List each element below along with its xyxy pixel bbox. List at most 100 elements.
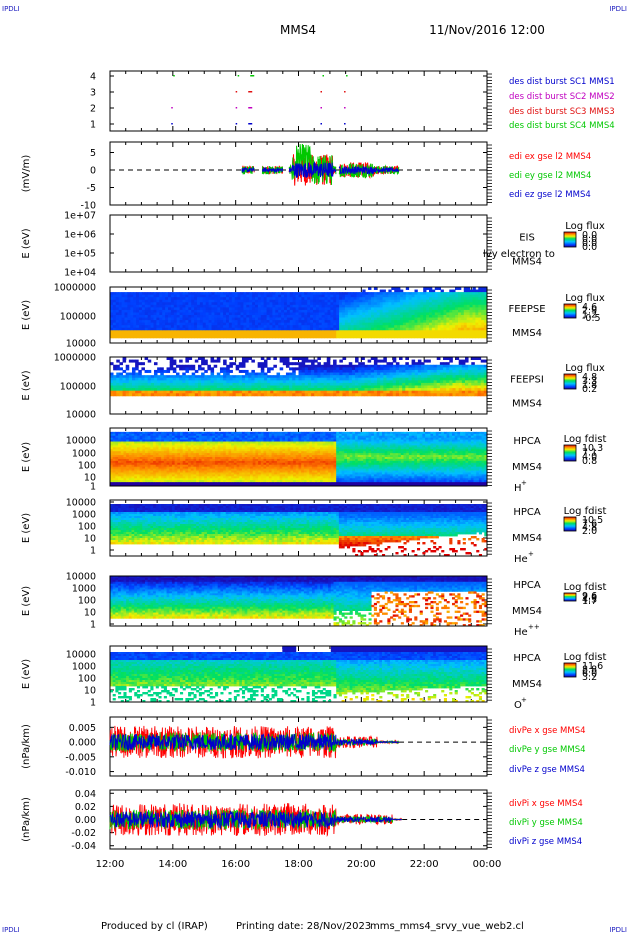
spectrogram-cell [405, 357, 409, 360]
spectrogram-cell [313, 330, 317, 334]
spectrogram-cell [135, 388, 139, 392]
spectrogram-cell [443, 302, 447, 306]
spectrogram-cell [430, 393, 434, 397]
spectrogram-cell [420, 312, 424, 316]
spectrogram-cell [229, 362, 233, 366]
spectrogram-cell [394, 330, 398, 334]
spectrogram-cell [399, 364, 403, 368]
spectrogram-cell [376, 327, 381, 331]
spectrogram-cell [112, 297, 117, 301]
spectrogram-cell [123, 474, 127, 477]
spectrogram-cell [255, 307, 259, 311]
spectrogram-cell [420, 297, 424, 301]
spectrogram-cell [405, 382, 409, 386]
spectrogram-cell [367, 390, 372, 394]
spectrogram-cell [125, 388, 130, 392]
spectrogram-cell [400, 289, 404, 293]
spectrogram-cell [344, 330, 349, 334]
spectrogram-cell [405, 335, 410, 339]
spectrogram-cell [113, 375, 117, 379]
spectrogram-cell [133, 299, 137, 303]
spectrogram-cell [223, 359, 227, 363]
spectrogram-cell [351, 364, 356, 368]
spectrogram-cell [211, 302, 215, 306]
spectrogram-cell [136, 466, 141, 469]
spectrogram-cell [133, 307, 137, 311]
spectrogram-cell [376, 320, 381, 324]
spectrogram-cell [141, 375, 145, 379]
spectrogram-cell [391, 299, 395, 303]
y-tick-label: 3 [90, 88, 96, 99]
spectrogram-cell [120, 460, 124, 464]
spectrogram-cell [182, 385, 186, 389]
spectrogram-cell [153, 330, 157, 334]
burst-mark [320, 123, 322, 125]
spectrogram-cell [481, 320, 485, 324]
spectrogram-cell [367, 393, 372, 397]
spectrogram-cell [150, 377, 155, 381]
spectrogram-cell [480, 382, 485, 386]
spectrogram-cell [483, 385, 488, 389]
spectrogram-cell [127, 302, 131, 306]
spectrogram-cell [194, 320, 198, 324]
spectrogram-cell [446, 357, 450, 360]
spectrogram-cell [350, 320, 354, 324]
spectrogram-cell [155, 480, 159, 483]
spectrogram-cell [245, 372, 249, 376]
spectrogram-cell [263, 302, 267, 306]
spectrogram-cell [411, 335, 415, 339]
spectrogram-cell [118, 462, 122, 466]
spectrogram-cell [136, 431, 141, 435]
spectrogram-cell [484, 304, 488, 308]
spectrogram-cell [275, 312, 279, 316]
spectrogram-cell [380, 393, 384, 397]
spectrogram-cell [252, 312, 256, 316]
spectrogram-cell [315, 297, 320, 301]
spectrogram-cell [380, 390, 384, 394]
spectrogram-cell [356, 320, 360, 324]
spectrogram-cell [461, 390, 466, 394]
spectrogram-cell [368, 307, 372, 311]
spectrogram-cell [455, 382, 460, 386]
spectrogram-cell [153, 315, 157, 318]
spectrogram-cell [113, 385, 117, 389]
spectrogram-cell [289, 377, 293, 381]
spectrogram-cell [138, 388, 142, 392]
spectrogram-cell [388, 312, 392, 316]
spectrogram-cell [110, 315, 114, 318]
spectrogram-cell [463, 320, 468, 324]
spectrogram-cell [260, 375, 265, 379]
spectrogram-cell [342, 364, 347, 368]
spectrogram-cell [411, 364, 416, 368]
spectrogram-cell [131, 480, 135, 483]
spectrogram-cell [436, 380, 441, 384]
spectrogram-cell [326, 388, 331, 392]
spectrogram-cell [391, 320, 395, 324]
spectrogram-cell [235, 377, 240, 381]
spectrogram-cell [144, 297, 149, 301]
spectrogram-cell [161, 455, 165, 458]
spectrogram-cell [185, 393, 189, 397]
spectrogram-cell [373, 369, 378, 373]
spectrogram-cell [458, 377, 463, 381]
spectrogram-cell [112, 484, 116, 487]
spectrogram-cell [223, 307, 227, 311]
spectrogram-cell [434, 315, 439, 318]
spectrogram-cell [433, 369, 438, 373]
spectrogram-cell [188, 385, 193, 389]
spectrogram-cell [426, 330, 430, 334]
spectrogram-cell [118, 322, 122, 326]
spectrogram-cell [317, 388, 321, 392]
spectrogram-cell [153, 320, 157, 324]
spectrogram-cell [246, 309, 250, 313]
spectrogram-cell [475, 297, 479, 301]
spectrogram-cell [228, 299, 233, 303]
spectrogram-cell [364, 380, 369, 384]
spectrogram-cell [402, 393, 406, 397]
spectrogram-cell [286, 320, 291, 324]
spectrogram-cell [292, 393, 296, 397]
spectrogram-cell [163, 393, 167, 397]
spectrogram-cell [119, 382, 123, 386]
spectrogram-cell [136, 472, 141, 475]
spectrogram-cell [351, 375, 356, 379]
